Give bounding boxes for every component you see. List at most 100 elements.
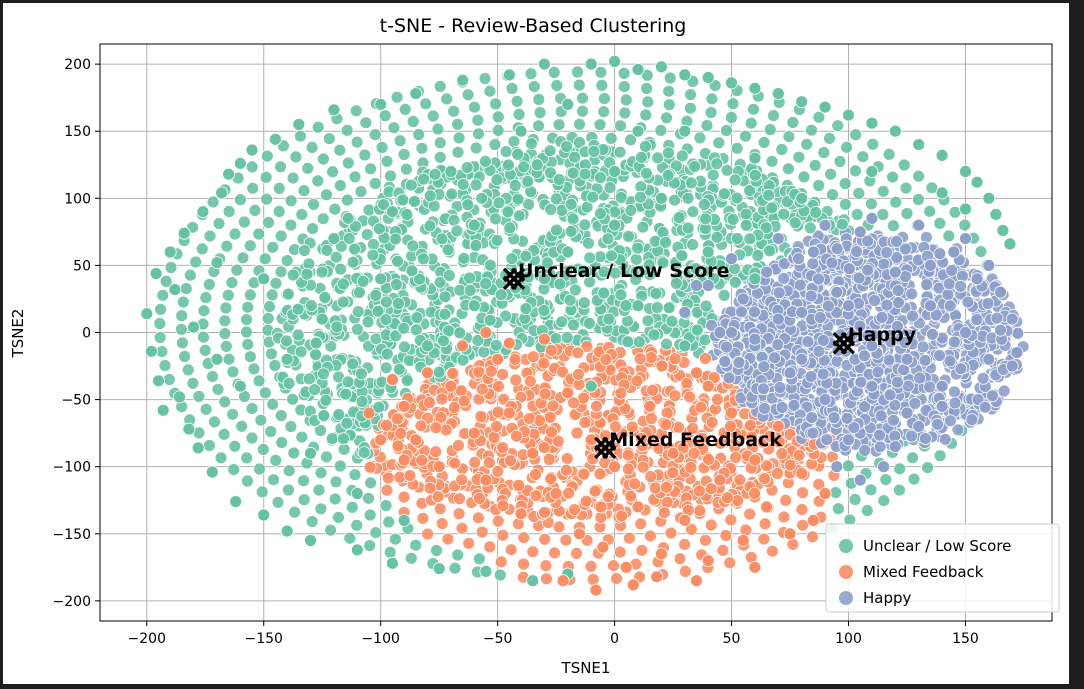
data-point bbox=[630, 374, 644, 388]
data-point bbox=[431, 122, 445, 136]
data-point bbox=[433, 502, 447, 516]
data-point bbox=[206, 370, 219, 383]
data-point bbox=[392, 297, 405, 310]
data-point bbox=[615, 509, 629, 523]
data-point bbox=[241, 337, 255, 351]
data-point bbox=[680, 377, 694, 390]
centroid-label: Happy bbox=[848, 324, 917, 346]
data-point bbox=[938, 432, 952, 446]
data-point bbox=[883, 388, 897, 402]
data-point bbox=[865, 197, 878, 211]
data-point bbox=[320, 450, 333, 464]
data-point bbox=[398, 103, 412, 116]
data-point bbox=[264, 425, 278, 438]
y-tick-label: −50 bbox=[61, 393, 91, 409]
data-point bbox=[409, 87, 423, 100]
data-point bbox=[854, 375, 868, 389]
data-point bbox=[576, 264, 590, 278]
data-point bbox=[609, 420, 622, 434]
data-point bbox=[176, 295, 190, 309]
data-point bbox=[633, 352, 647, 366]
data-point bbox=[701, 379, 715, 393]
data-point bbox=[507, 135, 521, 149]
data-point bbox=[451, 145, 465, 159]
data-point bbox=[816, 367, 830, 381]
data-point bbox=[318, 290, 332, 304]
data-point bbox=[730, 141, 744, 155]
data-point bbox=[159, 274, 173, 288]
data-point bbox=[864, 483, 878, 497]
data-point bbox=[292, 118, 306, 131]
data-point bbox=[768, 351, 781, 365]
data-point bbox=[537, 356, 551, 370]
data-point bbox=[438, 307, 452, 321]
data-point bbox=[381, 471, 395, 485]
data-point bbox=[379, 361, 393, 375]
data-point bbox=[549, 192, 563, 206]
data-point bbox=[926, 327, 939, 341]
data-point bbox=[900, 352, 914, 366]
data-point bbox=[827, 411, 841, 425]
data-point bbox=[590, 399, 603, 413]
data-point bbox=[748, 453, 762, 467]
data-point bbox=[511, 147, 525, 161]
data-point bbox=[442, 269, 456, 282]
data-point bbox=[858, 349, 871, 363]
data-point bbox=[702, 452, 715, 466]
data-point bbox=[246, 181, 260, 195]
data-point bbox=[775, 447, 789, 460]
data-point bbox=[281, 287, 295, 301]
data-point bbox=[258, 386, 272, 400]
data-point bbox=[905, 287, 919, 301]
data-point bbox=[392, 362, 406, 376]
data-point bbox=[711, 392, 724, 406]
data-point bbox=[959, 232, 972, 246]
data-point bbox=[356, 274, 370, 288]
data-point bbox=[550, 223, 563, 237]
data-point bbox=[850, 208, 864, 221]
data-point bbox=[308, 383, 322, 397]
data-point bbox=[668, 352, 682, 366]
data-point bbox=[140, 307, 154, 321]
x-tick-label: 0 bbox=[610, 631, 619, 647]
data-point bbox=[873, 440, 887, 454]
data-point bbox=[804, 370, 818, 383]
data-point bbox=[758, 517, 772, 531]
data-point bbox=[433, 150, 447, 164]
data-point bbox=[524, 67, 538, 81]
data-point bbox=[678, 339, 692, 353]
data-point bbox=[639, 139, 652, 153]
data-point bbox=[503, 221, 517, 235]
data-point bbox=[435, 232, 449, 246]
data-point bbox=[526, 545, 540, 559]
data-point bbox=[648, 481, 662, 495]
data-point bbox=[218, 395, 232, 409]
data-point bbox=[568, 150, 581, 164]
data-point bbox=[730, 191, 744, 205]
data-point bbox=[400, 208, 414, 221]
data-point bbox=[733, 473, 747, 487]
y-tick-label: −200 bbox=[53, 594, 91, 610]
data-point bbox=[467, 299, 481, 313]
data-point bbox=[584, 379, 598, 393]
data-point bbox=[865, 379, 879, 393]
data-point bbox=[588, 484, 602, 498]
data-point bbox=[472, 511, 485, 525]
data-point bbox=[471, 113, 485, 127]
data-point bbox=[380, 154, 394, 168]
data-point bbox=[494, 288, 508, 302]
data-point bbox=[559, 533, 573, 547]
data-point bbox=[713, 326, 727, 339]
data-point bbox=[371, 304, 385, 318]
data-point bbox=[931, 417, 944, 431]
data-point bbox=[994, 323, 1007, 337]
data-point bbox=[584, 560, 598, 573]
data-point bbox=[675, 249, 689, 263]
data-point bbox=[924, 258, 937, 272]
data-point bbox=[556, 574, 570, 588]
data-point bbox=[584, 57, 598, 71]
data-point bbox=[253, 462, 266, 476]
data-point bbox=[297, 493, 311, 507]
data-point bbox=[317, 409, 331, 422]
data-point bbox=[357, 446, 371, 460]
